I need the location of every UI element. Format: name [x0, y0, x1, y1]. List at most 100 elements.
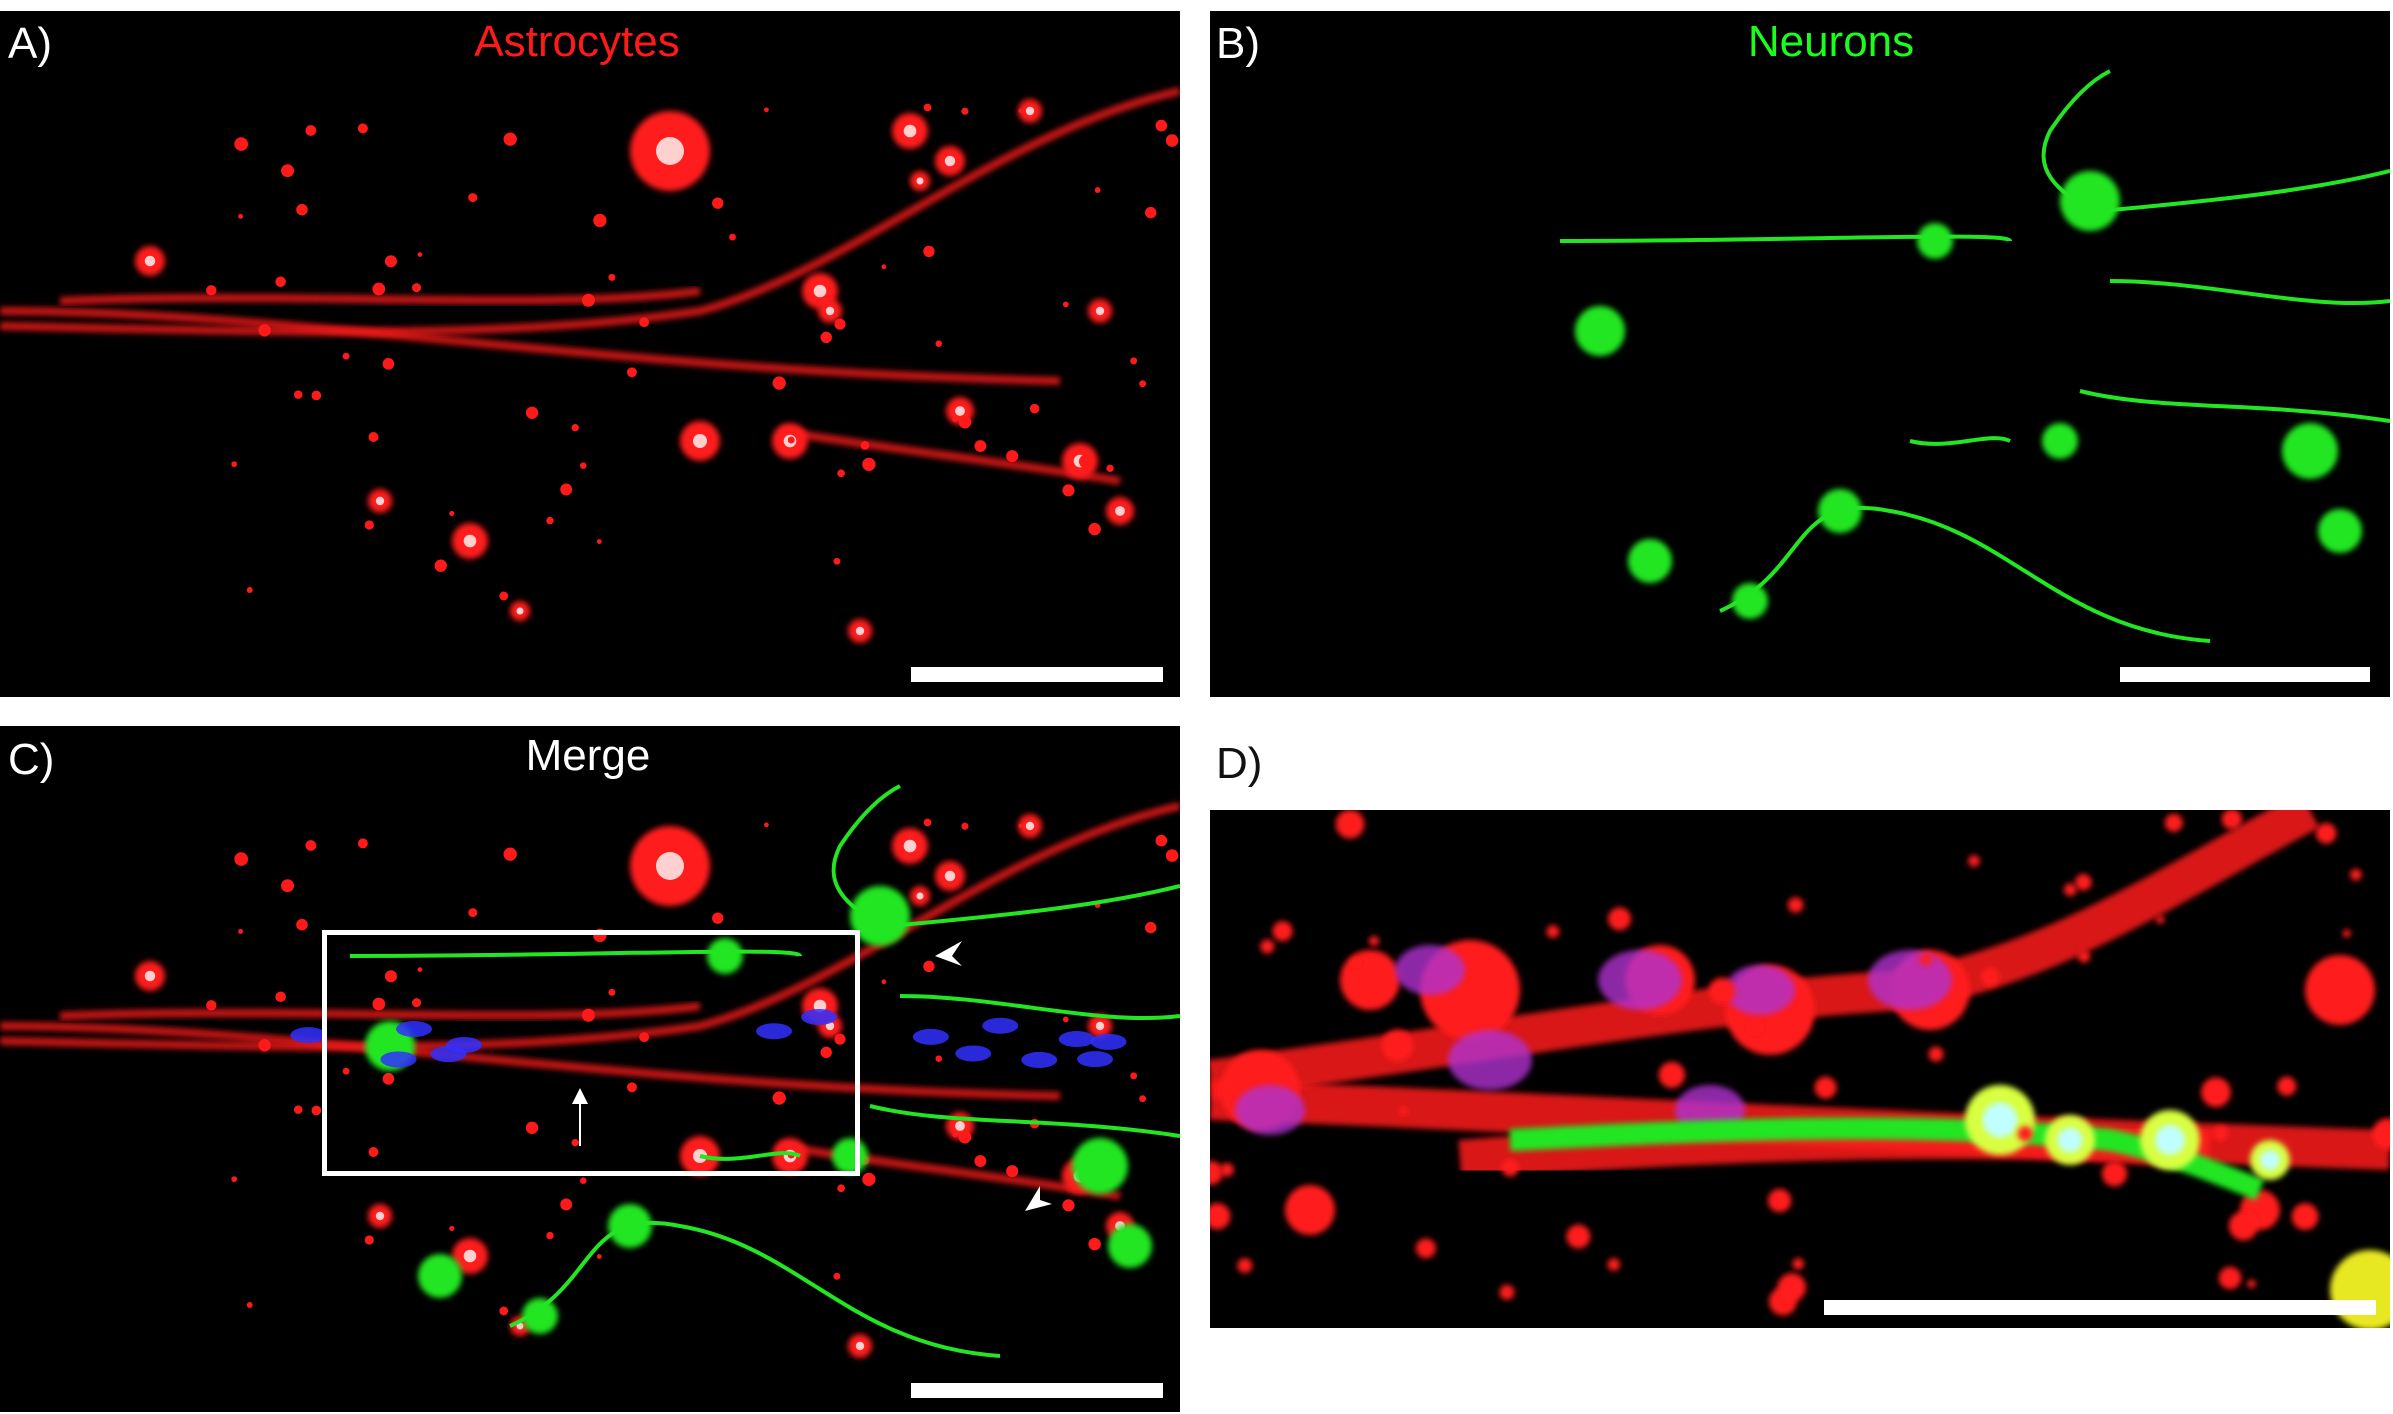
astrocyte-puncta: [881, 979, 887, 985]
nucleus: [801, 1009, 838, 1026]
astrocyte-puncta: [1155, 834, 1168, 847]
astrocyte-puncta: [1165, 849, 1179, 862]
astrocyte-puncta: [1006, 1165, 1019, 1178]
astrocyte-bright-spot: [463, 534, 477, 548]
astrocyte-cell: [1340, 950, 1400, 1010]
neuron-soma: [2282, 423, 2338, 479]
astrocyte-puncta: [503, 847, 517, 861]
neuron-soma: [1628, 539, 1672, 583]
astrocyte-puncta: [281, 879, 295, 893]
astrocyte-puncta: [923, 103, 932, 112]
astrocyte-puncta: [772, 376, 786, 390]
nucleus: [1021, 1051, 1058, 1068]
astrocyte-puncta: [275, 991, 286, 1003]
astrocyte-puncta: [417, 252, 423, 257]
astrocyte-puncta: [468, 193, 478, 203]
astrocyte-puncta: [246, 1302, 253, 1308]
astrocyte-puncta: [608, 988, 616, 996]
astrocyte-puncta: [1787, 897, 1804, 913]
nucleus: [290, 1027, 327, 1044]
astrocyte-process: [0, 87, 1180, 336]
astrocyte-bright-spot: [1025, 821, 1035, 831]
scale-bar: [911, 1383, 1163, 1398]
astrocyte-puncta: [952, 417, 958, 423]
astrocyte-puncta: [206, 285, 217, 296]
astrocyte-puncta: [860, 441, 870, 450]
nucleus: [1090, 1033, 1127, 1050]
astrocyte-puncta: [626, 1082, 637, 1093]
neurite: [899, 994, 1180, 1020]
astrocyte-puncta: [834, 318, 846, 330]
astrocyte-puncta: [1566, 1224, 1591, 1249]
astrocyte-puncta: [449, 1225, 455, 1232]
astrocyte-puncta: [382, 358, 395, 370]
astrocyte-puncta: [1029, 403, 1040, 414]
astrocyte-process: [59, 287, 701, 305]
astrocyte-puncta: [499, 1306, 509, 1316]
astrocyte-puncta: [449, 510, 455, 517]
astrocyte-puncta: [246, 587, 253, 593]
astrocyte-puncta: [1501, 1159, 1519, 1177]
astrocyte-puncta: [499, 591, 509, 601]
astrocyte-puncta: [1350, 957, 1360, 967]
astrocyte-puncta: [1094, 187, 1101, 193]
arrowhead-icon: [1025, 1186, 1052, 1211]
astrocyte-puncta: [2372, 1118, 2390, 1150]
astrocyte-puncta: [935, 340, 943, 347]
astrocyte-puncta: [503, 132, 517, 146]
astrocyte-puncta: [1748, 1020, 1762, 1034]
astrocyte-bright-spot: [903, 124, 917, 138]
neurite: [869, 1104, 1180, 1138]
astrocyte-bright-spot: [944, 870, 956, 882]
astrocyte-puncta: [2221, 810, 2243, 830]
astrocyte-puncta: [311, 1105, 322, 1116]
astrocyte-bright-spot: [813, 284, 827, 298]
astrocyte-puncta: [1814, 1076, 1837, 1099]
nucleus: [955, 1045, 992, 1062]
astrocyte-puncta: [305, 125, 317, 136]
scale-bar: [911, 667, 1163, 682]
astrocyte-cell: [1285, 1185, 1335, 1235]
astrocyte-puncta: [296, 918, 308, 931]
astrocyte-puncta: [412, 283, 422, 293]
astrocyte-puncta: [412, 998, 422, 1008]
astrocyte-process: [0, 1022, 1061, 1100]
astrocyte-puncta: [579, 462, 587, 469]
astrocyte-puncta: [234, 852, 249, 866]
astrocyte-puncta: [311, 390, 322, 401]
astrocyte-puncta: [639, 1032, 650, 1043]
panel-label-b: B): [1216, 19, 1260, 68]
neuron-soma: [850, 886, 910, 946]
astrocyte-puncta: [468, 908, 478, 918]
astrocyte-puncta: [2075, 873, 2092, 891]
astrocyte-puncta: [881, 264, 887, 270]
neuron-soma: [2318, 509, 2362, 553]
arrow-head-icon: [572, 1088, 588, 1104]
astrocyte-puncta: [974, 1155, 987, 1168]
neuron-soma: [418, 1254, 462, 1298]
astrocyte-puncta: [952, 1132, 958, 1138]
astrocyte-bright-spot: [855, 626, 865, 636]
panel-a-astrocytes-image: [0, 11, 1180, 697]
astrocyte-puncta: [862, 1172, 876, 1186]
panel-label-d: D): [1216, 739, 1263, 788]
astrocyte-puncta: [1088, 522, 1101, 536]
astrocyte-puncta: [560, 1198, 573, 1211]
astrocyte-puncta: [368, 431, 379, 442]
astrocyte-puncta: [1928, 1046, 1944, 1062]
astrocyte-puncta: [2017, 1126, 2033, 1142]
neuron-nucleus: [2260, 1150, 2280, 1170]
astrocyte-puncta: [296, 203, 308, 216]
astrocyte-puncta: [1130, 1072, 1138, 1080]
astrocyte-puncta: [974, 440, 987, 453]
astrocyte-micrograph: [0, 87, 1180, 643]
astrocyte-puncta: [626, 367, 637, 378]
astrocyte-process: [59, 1002, 701, 1020]
neuron-soma: [1108, 1224, 1152, 1268]
astrocyte-bright-spot: [516, 607, 524, 615]
astrocyte-puncta: [2247, 1279, 2256, 1289]
astrocyte-puncta: [1499, 1284, 1515, 1300]
panel-label-c: C): [8, 735, 55, 784]
nucleus: [756, 1023, 793, 1040]
astrocyte-puncta: [596, 1254, 602, 1259]
